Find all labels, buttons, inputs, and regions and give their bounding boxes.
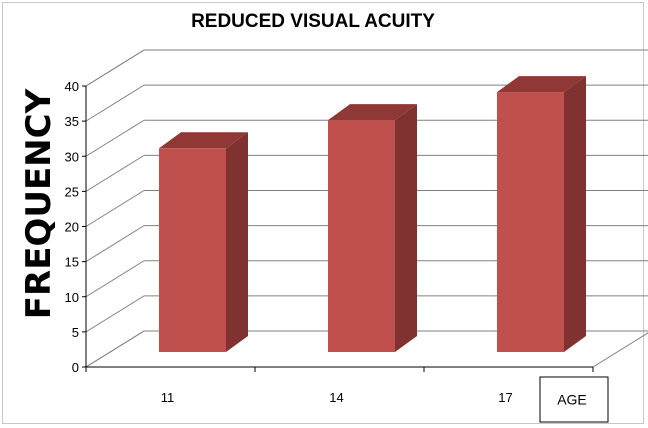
x-axis-label: AGE xyxy=(557,392,587,408)
bar-front xyxy=(159,148,226,352)
gridline-diagonal xyxy=(85,119,145,157)
x-tick-labels: 11 14 17 xyxy=(161,390,513,405)
gridline-diagonal xyxy=(85,330,145,368)
gridline-diagonal xyxy=(85,49,145,87)
bar xyxy=(328,104,417,352)
y-axis-label: FREQUENCY xyxy=(19,88,59,319)
y-tick-label: 15 xyxy=(65,255,79,270)
x-tick-label: 14 xyxy=(329,390,343,405)
gridline-diagonal xyxy=(85,225,145,263)
bar-top xyxy=(159,132,248,149)
bar-side xyxy=(564,76,586,352)
bar-top xyxy=(328,104,417,121)
gridline-diagonal xyxy=(85,154,145,192)
y-tick-label: 35 xyxy=(65,114,79,129)
y-tick-labels: 0 5 10 15 20 25 30 35 40 xyxy=(65,79,79,375)
x-tick-label: 11 xyxy=(161,390,175,405)
bar-side xyxy=(395,104,417,352)
y-tick-label: 40 xyxy=(65,79,79,94)
y-tick-label: 0 xyxy=(72,360,79,375)
gridline-diagonal xyxy=(85,84,145,122)
x-axis-label-box xyxy=(539,376,609,423)
axes xyxy=(82,85,594,372)
y-tick-label: 5 xyxy=(72,325,79,340)
bars xyxy=(159,76,586,352)
chart-title: REDUCED VISUAL ACUITY xyxy=(191,11,435,32)
gridline-diagonal xyxy=(85,260,145,298)
y-tick-label: 25 xyxy=(65,184,79,199)
bar xyxy=(497,76,586,352)
bar-top xyxy=(497,76,586,93)
bar-front xyxy=(497,92,564,352)
y-tick-label: 10 xyxy=(65,290,79,305)
bar-side xyxy=(226,132,248,352)
bar xyxy=(159,132,248,352)
gridline-diagonal xyxy=(85,295,145,333)
x-tick-label: 17 xyxy=(498,390,512,405)
gridline-diagonal xyxy=(85,190,145,227)
bar-front xyxy=(328,120,395,352)
y-tick-label: 30 xyxy=(65,149,79,164)
y-tick-label: 20 xyxy=(65,220,79,235)
